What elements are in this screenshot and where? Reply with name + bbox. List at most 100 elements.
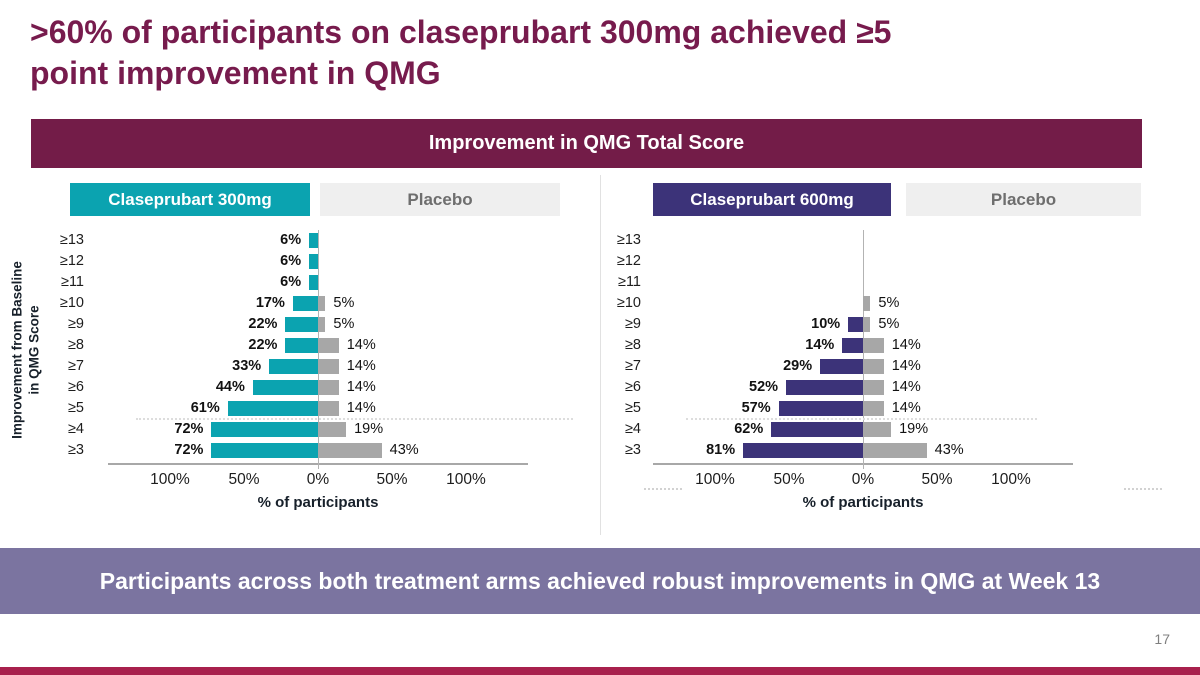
treatment-bar <box>309 233 318 248</box>
x-axis-title-right: % of participants <box>802 494 924 511</box>
treatment-bar-label: 6% <box>280 253 302 269</box>
placebo-bar-label: 14% <box>346 337 376 353</box>
x-tick-label: 100% <box>446 471 486 488</box>
treatment-bar-label: 61% <box>190 400 220 416</box>
legend-button-claseprubart-300mg[interactable]: Claseprubart 300mg <box>70 183 310 216</box>
category-label: ≥7 <box>67 358 84 374</box>
treatment-bar <box>771 422 863 437</box>
placebo-bar-label: 43% <box>389 442 419 458</box>
treatment-bar <box>285 317 318 332</box>
x-tick-label: 100% <box>695 471 735 488</box>
takeaway-banner: Participants across both treatment arms … <box>0 548 1200 614</box>
placebo-bar-label: 43% <box>934 442 964 458</box>
placebo-bar <box>863 338 884 353</box>
category-label: ≥6 <box>67 379 84 395</box>
placebo-bar-label: 5% <box>878 295 900 311</box>
placebo-bar <box>863 443 927 458</box>
clinical-threshold-dashed-line <box>686 418 1037 420</box>
treatment-bar <box>743 443 863 458</box>
category-label: ≥8 <box>67 337 84 353</box>
x-axis-ticks-left: 100% 50% 0% 50% 100% <box>108 471 528 491</box>
treatment-bar-label: 44% <box>215 379 245 395</box>
charts-region: Improvement from Baseline in QMG Score C… <box>0 175 1200 535</box>
treatment-bar <box>269 359 318 374</box>
treatment-bar-label: 57% <box>741 400 771 416</box>
category-label: ≥13 <box>616 232 641 248</box>
placebo-bar <box>863 296 871 311</box>
placebo-bar <box>863 380 884 395</box>
category-label: ≥5 <box>67 400 84 416</box>
category-label: ≥12 <box>616 253 641 269</box>
placebo-bar-label: 14% <box>891 337 921 353</box>
category-axis-left: ≥13 ≥12 ≥11 ≥10 ≥9 ≥8 ≥7 ≥6 ≥5 ≥4 ≥3 <box>38 230 84 461</box>
placebo-bar-label: 19% <box>354 421 384 437</box>
placebo-bar-label: 19% <box>899 421 929 437</box>
page-number: 17 <box>1154 631 1170 647</box>
treatment-bar-label: 22% <box>248 337 278 353</box>
category-axis-right: ≥13 ≥12 ≥11 ≥10 ≥9 ≥8 ≥7 ≥6 ≥5 ≥4 ≥3 <box>601 230 641 461</box>
category-label: ≥3 <box>624 442 641 458</box>
treatment-bar-label: 22% <box>248 316 278 332</box>
x-axis-title-left: % of participants <box>257 494 379 511</box>
legend-button-placebo-left[interactable]: Placebo <box>320 183 560 216</box>
x-tick-label: 0% <box>306 471 330 488</box>
placebo-bar-label: 14% <box>346 400 376 416</box>
takeaway-text: Participants across both treatment arms … <box>99 567 1101 594</box>
treatment-bar <box>285 338 318 353</box>
placebo-bar <box>318 359 339 374</box>
x-tick-label: 50% <box>773 471 805 488</box>
placebo-bar <box>318 401 339 416</box>
page-title-line-2: point improvement in QMG <box>30 55 441 91</box>
category-label: ≥4 <box>624 421 641 437</box>
treatment-bar-label: 72% <box>174 421 204 437</box>
page-title: >60% of participants on claseprubart 300… <box>30 12 1180 94</box>
treatment-bar-label: 29% <box>783 358 813 374</box>
treatment-bar <box>778 401 863 416</box>
category-label: ≥10 <box>59 295 84 311</box>
x-tick-label: 50% <box>228 471 260 488</box>
placebo-bar-label: 14% <box>346 358 376 374</box>
placebo-bar <box>318 338 339 353</box>
plot-claseprubart-600mg: 5% 10% 5% 14% 14% 29% 14% 52% 14% 57% 14% 62% 19% 81%… <box>653 230 1073 469</box>
category-label: ≥5 <box>624 400 641 416</box>
placebo-bar-label: 14% <box>891 358 921 374</box>
category-label: ≥10 <box>616 295 641 311</box>
treatment-bar-label: 6% <box>280 232 302 248</box>
treatment-bar-label: 10% <box>811 316 841 332</box>
treatment-bar-label: 72% <box>174 442 204 458</box>
x-tick-label: 100% <box>991 471 1031 488</box>
chart-panel-claseprubart-300mg: Claseprubart 300mg Placebo ≥13 ≥12 ≥11 ≥10 ≥… <box>0 175 600 535</box>
page-title-line-1: >60% of participants on claseprubart 300… <box>30 14 892 50</box>
legend-button-placebo-right[interactable]: Placebo <box>906 183 1141 216</box>
placebo-bar <box>318 317 326 332</box>
treatment-bar <box>786 380 863 395</box>
placebo-bar <box>318 296 326 311</box>
placebo-bar <box>863 317 871 332</box>
treatment-bar-label: 14% <box>805 337 835 353</box>
clinical-threshold-dashed-line <box>136 418 573 420</box>
treatment-bar <box>842 338 863 353</box>
placebo-bar <box>863 422 892 437</box>
chart-panel-claseprubart-600mg: Claseprubart 600mg Placebo ≥13 ≥12 ≥11 ≥10 ≥… <box>600 175 1200 535</box>
plot-claseprubart-300mg: 6% 6% 6% 17% 5% 22% 5% 22% 14% 33% 14% 44% 14% 61% 14%… <box>108 230 573 469</box>
category-label: ≥12 <box>59 253 84 269</box>
treatment-bar <box>292 296 318 311</box>
bottom-accent-bar <box>0 667 1200 675</box>
legend-button-claseprubart-600mg[interactable]: Claseprubart 600mg <box>653 183 891 216</box>
category-label: ≥3 <box>67 442 84 458</box>
treatment-bar <box>848 317 863 332</box>
chart-title: Improvement in QMG Total Score <box>428 132 745 154</box>
category-label: ≥13 <box>59 232 84 248</box>
x-tick-label: 100% <box>150 471 190 488</box>
dotted-artifact-right <box>1124 488 1162 490</box>
treatment-bar <box>309 254 318 269</box>
x-axis-ticks-right: 100% 50% 0% 50% 100% <box>653 471 1073 491</box>
treatment-bar <box>211 443 318 458</box>
category-label: ≥7 <box>624 358 641 374</box>
treatment-bar <box>211 422 318 437</box>
x-tick-label: 0% <box>851 471 875 488</box>
placebo-bar-label: 5% <box>333 316 355 332</box>
category-label: ≥4 <box>67 421 84 437</box>
placebo-bar-label: 5% <box>333 295 355 311</box>
